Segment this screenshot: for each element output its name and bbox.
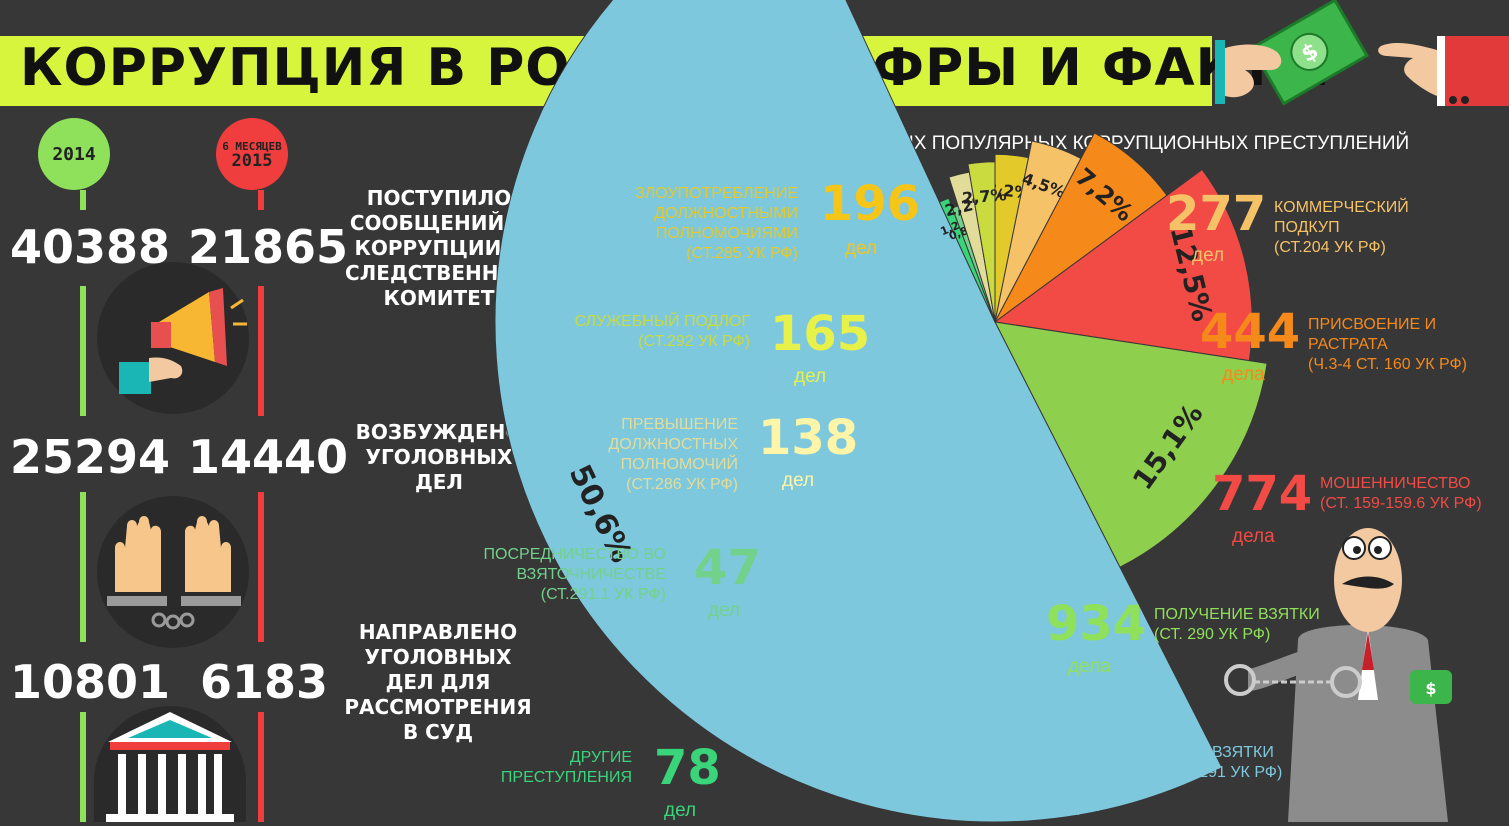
category-commercial-unit: дел bbox=[1192, 245, 1225, 266]
year-2015-badge: 6 месяцев 2015 bbox=[216, 118, 288, 190]
pie-slice bbox=[994, 321, 1268, 568]
red-line bbox=[258, 712, 264, 822]
category-mediation-article: (СТ.291.1 УК РФ) bbox=[540, 586, 666, 603]
svg-text:$: $ bbox=[1425, 679, 1436, 698]
category-other-name: ДРУГИЕ ПРЕСТУПЛЕНИЯ bbox=[500, 749, 632, 786]
category-receiving-name: ПОЛУЧЕНИЕ ВЗЯТКИ bbox=[1154, 606, 1320, 623]
courthouse-circle bbox=[94, 706, 246, 822]
megaphone-circle bbox=[97, 262, 249, 414]
stat-2015-cases: 14440 bbox=[188, 430, 349, 484]
red-line bbox=[258, 492, 264, 642]
category-mediation-count: 47 bbox=[694, 540, 761, 596]
pie-slice bbox=[938, 197, 996, 323]
category-receiving-unit: дела bbox=[1068, 656, 1111, 677]
red-line bbox=[258, 190, 264, 210]
category-embezzlement-name: ПРИСВОЕНИЕ И РАСТРАТА bbox=[1308, 316, 1437, 353]
category-exceeding-count: 138 bbox=[758, 410, 859, 466]
hands-handcuffs-icon bbox=[107, 516, 241, 630]
category-fraud-article: (СТ. 159-159.6 УК РФ) bbox=[1320, 495, 1482, 512]
category-fraud-name: МОШЕННИЧЕСТВО bbox=[1320, 475, 1471, 492]
stat-2015-court: 6183 bbox=[200, 655, 329, 709]
category-fraud-count: 774 bbox=[1212, 466, 1313, 522]
category-commercial-name: КОММЕРЧЕСКИЙ ПОДКУП bbox=[1274, 199, 1409, 236]
category-other-count: 78 bbox=[654, 740, 721, 796]
category-commercial-article: (СТ.204 УК РФ) bbox=[1274, 239, 1386, 256]
green-line bbox=[80, 286, 86, 416]
category-exceeding-name: ПРЕВЫШЕНИЕ ДОЛЖНОСТНЫХ ПОЛНОМОЧИЙ bbox=[608, 416, 738, 473]
category-abuse-name: ЗЛОУПОТРЕБЛЕНИЕ ДОЛЖНОСТНЫМИ ПОЛНОМОЧИЯМ… bbox=[635, 185, 798, 242]
category-fraud-unit: дела bbox=[1232, 526, 1275, 547]
year-2015-period: 6 месяцев bbox=[222, 140, 282, 153]
stat-2014-reports: 40388 bbox=[10, 220, 171, 274]
year-2014-badge: 2014 bbox=[38, 118, 110, 190]
handcuffs-circle bbox=[97, 496, 249, 648]
green-line bbox=[80, 492, 86, 642]
category-giving-name: ДАЧА ВЗЯТКИ bbox=[1166, 744, 1274, 761]
stat-2015-reports: 21865 bbox=[188, 220, 349, 274]
megaphone-icon bbox=[119, 288, 247, 394]
category-abuse-unit: дел bbox=[845, 238, 878, 259]
official-cartoon-icon: $ bbox=[1224, 528, 1452, 822]
category-giving-unit: дел bbox=[1068, 795, 1101, 816]
pie-slice bbox=[967, 161, 996, 323]
category-embezzlement-count: 444 bbox=[1200, 304, 1301, 360]
category-forgery-unit: дел bbox=[794, 366, 827, 387]
category-other-unit: дел bbox=[664, 800, 697, 821]
category-receiving-count: 934 bbox=[1046, 596, 1147, 652]
category-abuse-article: (СТ.285 УК РФ) bbox=[686, 245, 798, 262]
pie-percent-label: 3,2% bbox=[985, 179, 1031, 202]
stat-label-court: НАПРАВЛЕНО УГОЛОВНЫХ ДЕЛ ДЛЯ РАССМОТРЕНИ… bbox=[344, 620, 532, 744]
stat-2014-court: 10801 bbox=[10, 655, 171, 709]
category-embezzlement-article: (Ч.3-4 СТ. 160 УК РФ) bbox=[1308, 356, 1467, 373]
category-forgery-article: (СТ.292 УК РФ) bbox=[638, 333, 750, 350]
pie-percent-label: 2,7% bbox=[961, 185, 1007, 208]
category-giving-article: (СТ. 291 УК РФ) bbox=[1166, 764, 1283, 781]
category-commercial-count: 277 bbox=[1166, 186, 1267, 242]
category-forgery-count: 165 bbox=[770, 306, 871, 362]
year-2015-label: 2015 bbox=[231, 151, 273, 171]
pie-slice bbox=[993, 168, 1253, 362]
category-embezzlement-unit: дела bbox=[1222, 364, 1265, 385]
money-handoff-icon: $ bbox=[1215, 0, 1509, 106]
category-giving-count: 3130 bbox=[1026, 734, 1160, 790]
stat-label-cases: ВОЗБУЖДЕНО УГОЛОВНЫХ ДЕЛ bbox=[355, 420, 523, 494]
category-mediation-unit: дел bbox=[708, 600, 741, 621]
courthouse-icon bbox=[106, 712, 234, 822]
stat-2014-cases: 25294 bbox=[10, 430, 171, 484]
green-line bbox=[80, 190, 86, 210]
category-mediation-name: ПОСРЕДНИЧЕСТВО ВО ВЗЯТОЧНИЧЕСТВЕ bbox=[483, 546, 666, 583]
category-abuse-count: 196 bbox=[820, 176, 921, 232]
red-line bbox=[258, 286, 264, 416]
year-2014-label: 2014 bbox=[52, 143, 96, 165]
category-exceeding-article: (СТ.286 УК РФ) bbox=[626, 476, 738, 493]
green-line bbox=[80, 712, 86, 822]
category-forgery-name: СЛУЖЕБНЫЙ ПОДЛОГ bbox=[574, 313, 750, 330]
category-exceeding-unit: дел bbox=[782, 470, 815, 491]
category-receiving-article: (СТ. 290 УК РФ) bbox=[1154, 626, 1271, 643]
